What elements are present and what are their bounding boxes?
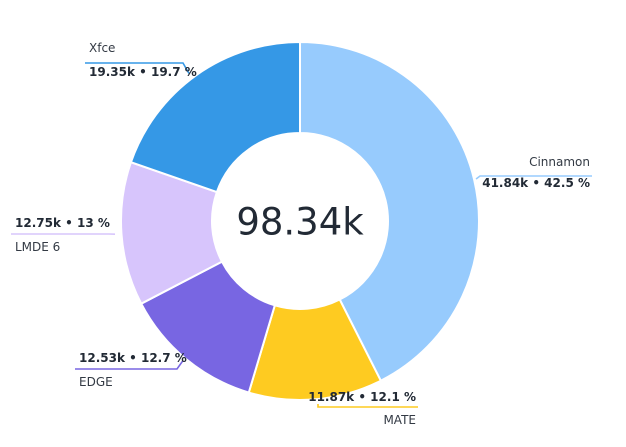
slice-value-label: 41.84k • 42.5 % xyxy=(482,176,590,190)
slice-value-label: 12.75k • 13 % xyxy=(15,216,110,230)
slice-cinnamon[interactable] xyxy=(299,40,480,383)
slice-name-label: Cinnamon xyxy=(529,155,590,169)
slice-name-label: LMDE 6 xyxy=(15,240,60,254)
leader-line-xfce xyxy=(85,62,190,74)
leader-line-cinnamon xyxy=(475,175,592,180)
center-total-label: 98.34k xyxy=(236,201,364,244)
slice-value-label: 11.87k • 12.1 % xyxy=(308,390,416,404)
slices-group xyxy=(120,40,480,401)
slice-name-label: EDGE xyxy=(79,375,113,389)
leader-line-edge xyxy=(75,360,184,370)
leader-lines-group xyxy=(11,62,592,408)
slice-labels-group: Cinnamon 41.84k • 42.5 % MATE 11.87k • 12.1… xyxy=(15,41,590,427)
slice-value-label: 19.35k • 19.7 % xyxy=(89,65,197,79)
slice-name-label: Xfce xyxy=(89,41,115,55)
leader-line-mate xyxy=(317,404,418,408)
slice-xfce[interactable] xyxy=(129,40,301,194)
slice-value-label: 12.53k • 12.7 % xyxy=(79,351,187,365)
slice-name-label: MATE xyxy=(383,413,416,427)
